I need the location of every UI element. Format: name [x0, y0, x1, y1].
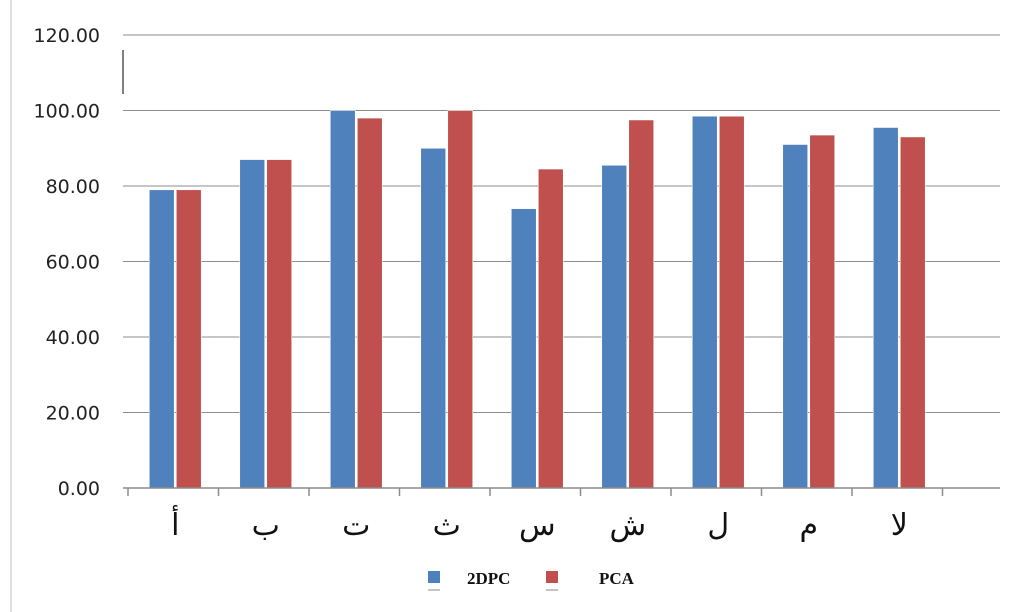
bar-pca-1	[175, 189, 202, 489]
legend: 2DPC PCA	[428, 569, 635, 591]
category-label: ث	[433, 508, 461, 543]
bar-2dpc-8	[782, 144, 809, 489]
category-label: م	[799, 508, 818, 543]
category-label: س	[519, 508, 556, 543]
bar-2dpc-1	[148, 189, 175, 489]
legend-swatch-pca	[546, 571, 558, 583]
y-tick-label: 60.00	[46, 252, 100, 274]
bar-pca-4	[447, 110, 474, 489]
legend-label-2dpc: 2DPC	[467, 569, 510, 588]
bar-2dpc-7	[691, 115, 718, 489]
category-labels: أ ب ت ث س ش ل م لا	[171, 504, 908, 543]
bar-pca-3	[356, 117, 383, 489]
y-tick-label: 0.00	[58, 478, 100, 500]
bar-pca-5	[537, 168, 564, 489]
bars	[148, 110, 926, 489]
bar-2dpc-6	[601, 164, 628, 489]
x-axis	[123, 487, 1000, 496]
bar-2dpc-9	[872, 127, 899, 489]
y-tick-label: 80.00	[46, 176, 100, 198]
legend-swatch-2dpc	[428, 571, 440, 583]
category-label: أ	[171, 504, 179, 543]
bar-pca-8	[809, 134, 836, 489]
category-label: ل	[707, 508, 729, 543]
bar-2dpc-2	[239, 159, 266, 489]
bar-2dpc-3	[329, 110, 356, 489]
bar-pca-2	[266, 159, 293, 489]
bar-2dpc-5	[510, 208, 537, 489]
category-label: ب	[252, 508, 280, 543]
y-tick-label: 40.00	[46, 327, 100, 349]
bar-pca-6	[628, 119, 655, 489]
category-label: ت	[342, 508, 370, 543]
y-tick-label: 20.00	[46, 403, 100, 425]
y-tick-label: 120.00	[34, 25, 100, 47]
legend-label-pca: PCA	[599, 569, 635, 588]
category-label: ش	[609, 508, 646, 543]
bar-pca-9	[899, 136, 926, 489]
bar-2dpc-4	[420, 147, 447, 489]
y-tick-label: 100.00	[34, 101, 100, 123]
bar-pca-7	[718, 115, 745, 489]
y-tick-labels: 0.00 20.00 40.00 60.00 80.00 100.00 120.00	[34, 25, 100, 500]
category-label: لا	[891, 508, 908, 543]
